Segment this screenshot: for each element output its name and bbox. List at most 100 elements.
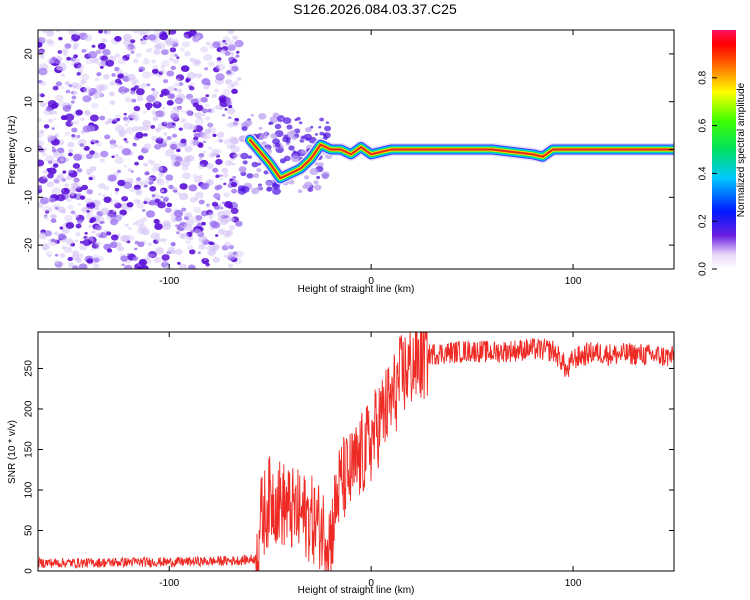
noise-blob — [77, 219, 83, 224]
noise-blob — [91, 247, 95, 251]
spectrogram-ytick-label: -20 — [24, 237, 35, 252]
noise-blob — [162, 139, 168, 144]
noise-blob — [71, 82, 78, 88]
noise-blob — [183, 34, 189, 39]
noise-blob — [165, 40, 174, 47]
noise-blob — [154, 223, 163, 230]
noise-blob — [82, 95, 92, 103]
noise-blob — [118, 145, 124, 150]
noise-blob — [44, 210, 50, 214]
noise-blob — [83, 145, 90, 151]
noise-blob — [180, 65, 190, 73]
noise-blob — [56, 30, 61, 33]
noise-blob — [170, 214, 174, 217]
noise-blob — [79, 195, 86, 200]
noise-blob — [213, 192, 221, 199]
noise-blob — [102, 194, 106, 197]
noise-blob — [46, 181, 55, 188]
noise-blob — [206, 163, 214, 170]
noise-blob — [227, 263, 233, 268]
noise-blob — [77, 203, 81, 206]
noise-blob — [193, 206, 202, 214]
noise-blob — [89, 217, 97, 223]
noise-blob — [221, 201, 225, 205]
noise-blob — [197, 163, 205, 170]
noise-blob — [143, 143, 152, 150]
noise-blob — [152, 116, 159, 122]
cloud-blob — [265, 180, 272, 187]
noise-blob — [111, 138, 115, 142]
colorbar-tick-label: 0.6 — [698, 118, 709, 132]
noise-blob — [167, 85, 175, 92]
noise-blob — [205, 116, 211, 121]
noise-blob — [92, 58, 100, 65]
cloud-blob — [319, 131, 325, 136]
noise-blob — [207, 212, 215, 218]
noise-blob — [102, 74, 110, 80]
noise-blob — [110, 234, 119, 241]
noise-blob — [223, 138, 232, 145]
noise-blob — [61, 245, 67, 250]
noise-blob — [109, 142, 117, 149]
noise-blob — [222, 172, 229, 178]
noise-blob — [137, 266, 143, 269]
noise-blob — [109, 241, 118, 249]
noise-blob — [135, 179, 142, 185]
noise-blob — [134, 188, 143, 195]
noise-blob — [45, 155, 55, 163]
noise-blob — [154, 113, 159, 117]
noise-blob — [42, 174, 48, 180]
noise-blob — [156, 179, 165, 186]
cloud-blob — [240, 185, 250, 193]
noise-blob — [156, 237, 162, 243]
noise-blob — [75, 31, 80, 36]
noise-blob — [133, 116, 140, 122]
noise-blob — [51, 146, 55, 149]
noise-blob — [61, 209, 67, 214]
noise-blob — [70, 62, 75, 66]
noise-blob — [162, 220, 171, 227]
noise-blob — [227, 30, 235, 34]
noise-blob — [157, 201, 166, 209]
noise-blob — [179, 233, 186, 239]
noise-blob — [89, 150, 95, 155]
noise-blob — [46, 134, 56, 142]
noise-blob — [88, 51, 98, 59]
noise-blob — [230, 84, 235, 87]
noise-blob — [202, 113, 206, 117]
noise-blob — [48, 238, 52, 242]
noise-blob — [38, 117, 42, 123]
noise-blob — [99, 83, 109, 91]
noise-blob — [130, 113, 135, 117]
noise-blob — [216, 64, 220, 68]
noise-blob — [70, 91, 74, 94]
noise-blob — [41, 151, 47, 157]
noise-blob — [114, 114, 122, 121]
noise-blob — [202, 140, 207, 144]
noise-blob — [66, 56, 72, 61]
noise-blob — [195, 35, 201, 40]
noise-blob — [215, 158, 223, 165]
noise-blob — [217, 214, 225, 221]
noise-blob — [156, 166, 164, 172]
noise-blob — [114, 53, 121, 58]
noise-blob — [96, 72, 102, 77]
noise-blob — [178, 82, 184, 86]
noise-blob — [74, 239, 79, 243]
noise-blob — [159, 33, 169, 41]
noise-blob — [181, 207, 187, 212]
noise-blob — [209, 44, 215, 50]
noise-blob — [172, 58, 180, 64]
noise-blob — [231, 88, 238, 95]
noise-blob — [135, 219, 145, 227]
noise-blob — [147, 159, 153, 164]
noise-blob — [234, 117, 240, 122]
colorbar-tick-label: 0.4 — [698, 166, 709, 180]
noise-blob — [67, 247, 71, 251]
noise-blob — [42, 170, 48, 174]
noise-blob — [198, 199, 205, 205]
noise-blob — [130, 187, 136, 192]
noise-blob — [160, 189, 165, 193]
noise-blob — [207, 122, 214, 128]
noise-blob — [115, 125, 125, 133]
